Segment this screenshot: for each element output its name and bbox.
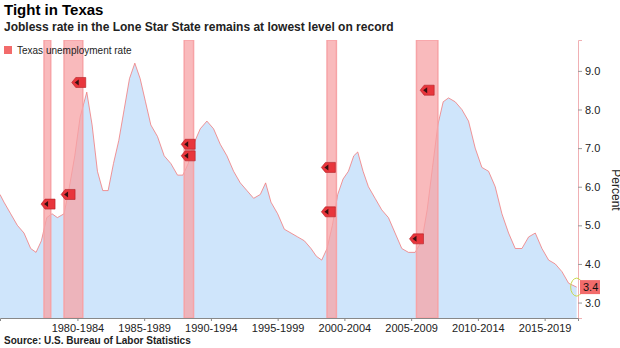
legend-swatch [4,46,12,54]
marker [61,189,75,199]
y-tick-label: 6.0 [585,181,600,193]
y-tick-mark [578,148,582,149]
marker-arrow [412,236,416,242]
x-tick-label: 1995-1999 [252,322,305,334]
y-tick-mark [578,110,582,111]
marker-body [181,151,195,161]
marker-body [72,77,86,87]
marker [321,162,335,172]
marker-arrow [324,164,328,170]
x-tick: 1990-1994 [185,318,238,334]
marker-arrow [184,153,188,159]
y-tick-mark [578,264,582,265]
x-tick: 2000-2004 [319,318,372,334]
marker-arrow [64,191,68,197]
y-tick-label: 7.0 [585,142,600,154]
plot-marks [0,40,577,318]
recession-rect [44,40,51,318]
marker [409,234,423,244]
x-tick-label: 2005-2009 [385,322,438,334]
x-tick-mark [344,318,345,321]
marker-body [61,189,75,199]
x-tick-mark [77,318,78,321]
y-tick: 8.0 [578,104,600,116]
x-tick-mark [211,318,212,321]
recession-rect [184,40,193,318]
x-tick: 1995-1999 [252,318,305,334]
marker-arrow [324,209,328,215]
marker-arrow [75,79,79,85]
y-tick-mark [578,303,582,304]
x-tick-mark [545,318,546,321]
x-tick: 2015-2019 [519,318,572,334]
y-tick-mark [578,187,582,188]
y-tick-label: 9.0 [585,65,600,77]
y-tick-label: 4.0 [585,258,600,270]
marker-body [420,85,434,95]
y-tick-label: 5.0 [585,219,600,231]
x-tick-mark [478,318,479,321]
end-label: 3.4 [583,281,598,293]
x-tick: 2005-2009 [385,318,438,334]
marker [72,77,86,87]
y-tick: 7.0 [578,142,600,154]
x-tick-mark [278,318,279,321]
y-axis-line [579,41,583,319]
marker-body [41,199,55,209]
chart: 3.04.05.06.07.08.09.01980-19841985-19891… [0,0,620,348]
x-tick-label: 1985-1989 [118,322,171,334]
marker [41,199,55,209]
x-tick-label: 1980-1984 [52,322,105,334]
title: Tight in Texas [4,1,103,18]
marker-arrow [184,141,188,147]
recession-band [327,40,336,318]
legend-label: Texas unemployment rate [17,45,132,56]
line [0,63,577,287]
recession-rect [327,40,336,318]
y-tick: 9.0 [578,65,600,77]
y-axis-title: Percent [609,169,620,211]
y-tick-label: 3.0 [585,297,600,309]
x-axis: 1980-1984 1985-1989 1990-1994 1995-1999 2000… [1,318,579,334]
y-tick-mark [578,71,582,72]
x-tick: 1985-1989 [118,318,171,334]
area [0,63,577,318]
x-tick-label: 2000-2004 [319,322,372,334]
marker-body [181,139,195,149]
x-tick: 1980-1984 [52,318,105,334]
x-tick-label: 2010-2014 [452,322,505,334]
y-tick-mark [578,225,582,226]
x-tick-label: 2015-2019 [519,322,572,334]
recession-band [44,40,51,318]
subtitle: Jobless rate in the Lone Star State rema… [4,20,393,34]
marker [321,207,335,217]
end-label-box [580,280,600,294]
marker-arrow [423,87,427,93]
y-tick: 6.0 [578,181,600,193]
source: Source: U.S. Bureau of Labor Statistics [4,335,191,346]
y-tick-label: 8.0 [585,104,600,116]
x-tick: 2010-2014 [452,318,505,334]
recession-band [184,40,193,318]
y-axis: 3.0 4.0 5.0 6.0 7.0 8.0 9.0 [578,41,600,319]
x-axis-line [1,319,579,322]
y-tick: 5.0 [578,219,600,231]
marker-body [321,207,335,217]
marker [181,139,195,149]
plot: 3.04.05.06.07.08.09.01980-19841985-19891… [0,40,600,334]
marker [420,85,434,95]
legend: Texas unemployment rate [4,45,132,56]
marker-body [409,234,423,244]
marker-arrow [44,201,48,207]
x-tick-mark [411,318,412,321]
recession-rect [416,40,437,318]
recession-band [416,40,437,318]
marker-body [321,162,335,172]
x-tick-mark [144,318,145,321]
y-tick: 4.0 [578,258,600,270]
x-tick-label: 1990-1994 [185,322,238,334]
marker [181,151,195,161]
y-tick: 3.0 [578,297,600,309]
